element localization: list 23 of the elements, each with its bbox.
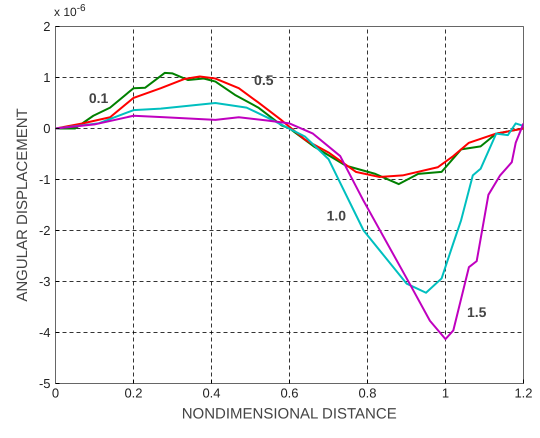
x-tick-label: 0.8 [358, 386, 377, 400]
line-series [56, 114, 524, 340]
y-axis-title: ANGULAR DISPLACEMENT [14, 108, 31, 302]
x-tick-label: 0.2 [124, 386, 143, 400]
annotation: 0.5 [254, 72, 274, 88]
x-tick-label: 1.2 [514, 386, 533, 400]
annotation: 1.0 [326, 208, 346, 224]
y-tick-label: -3 [38, 274, 51, 289]
annotation: 0.1 [88, 90, 108, 106]
y-tick-label: 0 [43, 121, 51, 136]
y-tick-label: -4 [38, 325, 51, 340]
x-tick-label: 0.4 [202, 386, 221, 400]
text: x 10$^{-6}$ [54, 2, 86, 21]
y-tick-label: -1 [38, 172, 51, 187]
x-axis-title: NONDIMENSIONAL DISTANCE [182, 406, 397, 422]
y-tick-label: 2 [43, 19, 51, 34]
annotation: 1.5 [466, 304, 487, 320]
y-tick-label: -2 [38, 223, 51, 238]
line-series [56, 102, 524, 294]
y-tick-label: 1 [43, 70, 51, 85]
x-tick-label: 1 [442, 386, 450, 400]
y-tick-label: -5 [38, 376, 51, 391]
x-tick-label: 0.6 [280, 386, 299, 400]
